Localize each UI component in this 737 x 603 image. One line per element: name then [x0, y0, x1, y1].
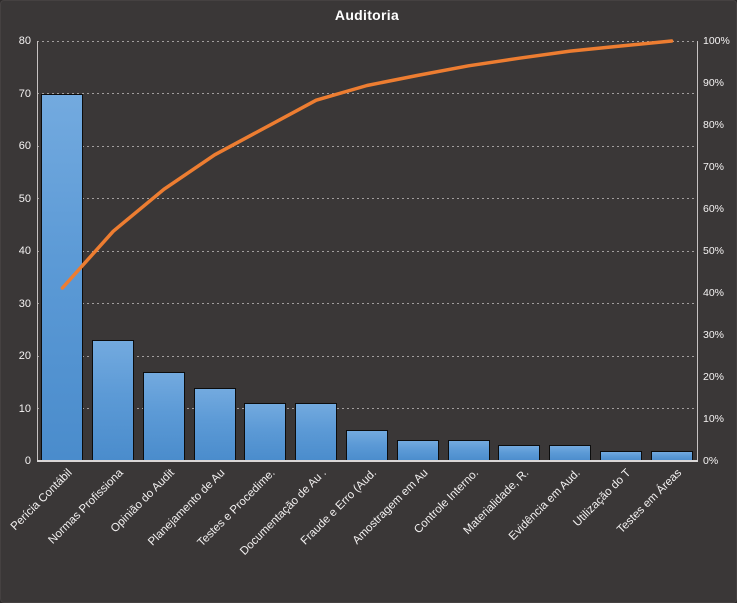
y-left-tick-label: 10	[18, 402, 31, 415]
chart-title: Auditoria	[334, 7, 400, 23]
y-right-tick-label: 60%	[703, 203, 725, 215]
x-axis-line	[37, 460, 698, 462]
y-left-tick-label: 70	[18, 87, 31, 100]
gridline	[37, 198, 697, 199]
left-axis-line	[37, 41, 38, 461]
bar	[599, 450, 642, 461]
y-right-tick-label: 30%	[703, 329, 725, 341]
y-right-tick-label: 80%	[703, 119, 725, 131]
bar	[498, 445, 541, 461]
bar	[244, 403, 287, 461]
y-left-tick-label: 30	[18, 297, 31, 310]
gridline	[37, 93, 697, 94]
gridline	[37, 355, 697, 357]
bar	[92, 340, 135, 461]
bar	[396, 440, 439, 461]
y-left-tick-label: 20	[18, 350, 31, 362]
bar	[447, 440, 490, 461]
right-axis-line	[697, 41, 698, 461]
bar	[142, 371, 185, 461]
x-axis-label: Documentação de Au .	[237, 467, 329, 558]
y-right-tick-label: 100%	[703, 35, 730, 47]
y-left-tick-label: 60	[18, 140, 31, 152]
gridline	[37, 250, 697, 252]
y-left-tick-label: 50	[18, 192, 31, 205]
y-left-tick-label: 40	[18, 245, 31, 257]
gridline	[37, 408, 697, 409]
gridline	[37, 145, 697, 147]
bar	[549, 445, 592, 461]
y-left-tick-label: 80	[18, 35, 31, 47]
bar	[295, 403, 338, 461]
bar	[346, 429, 388, 461]
y-left-tick-label: 0	[24, 455, 31, 467]
y-right-tick-label: 50%	[703, 245, 725, 257]
y-right-tick-label: 70%	[703, 161, 725, 173]
y-right-tick-label: 20%	[703, 371, 725, 383]
y-right-tick-label: 40%	[703, 287, 725, 299]
bar	[41, 93, 84, 461]
bar	[650, 450, 693, 461]
cumulative-line	[60, 39, 674, 290]
bar	[193, 387, 236, 461]
y-right-tick-label: 90%	[703, 77, 725, 89]
y-right-tick-label: 10%	[703, 413, 725, 425]
cumulative-polyline	[60, 39, 674, 290]
y-right-tick-label: 0%	[703, 455, 719, 467]
gridline	[37, 303, 697, 304]
gridline	[37, 40, 697, 42]
plot-area	[37, 39, 697, 461]
